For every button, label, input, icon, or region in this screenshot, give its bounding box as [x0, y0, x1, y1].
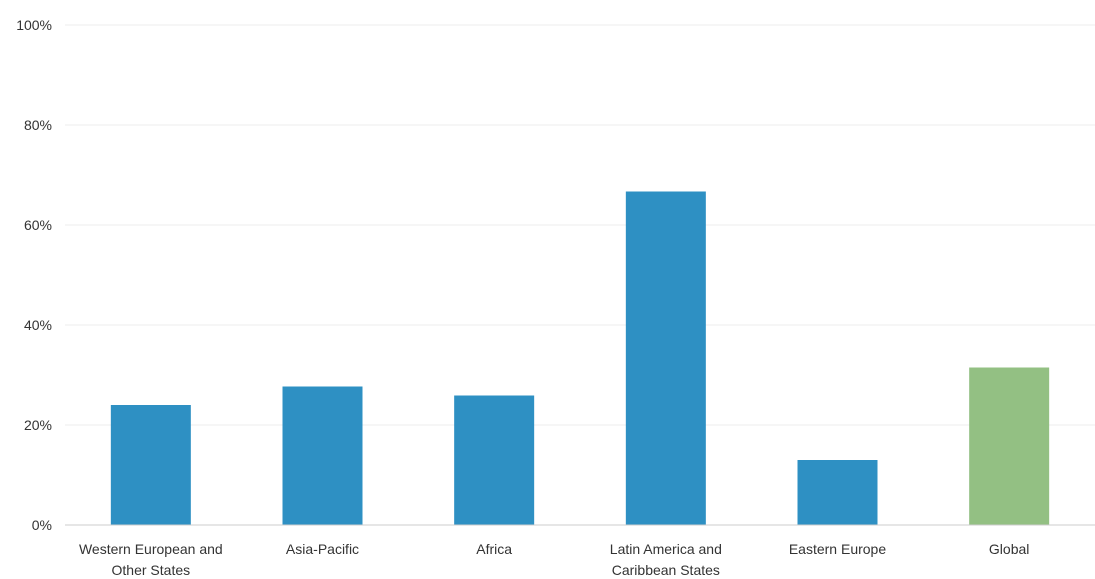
bar-layer	[110, 191, 1050, 525]
bar	[454, 395, 535, 525]
bar	[797, 460, 878, 525]
grid-layer	[65, 24, 1095, 426]
x-tick-label: Global	[989, 541, 1029, 557]
x-tick-label: Africa	[476, 541, 512, 557]
bar	[110, 405, 191, 525]
x-tick-label-line: Africa	[476, 541, 512, 557]
x-tick-label-line: Western European and	[79, 541, 223, 557]
x-tick-label: Eastern Europe	[789, 541, 886, 557]
x-tick-label-line: Other States	[112, 562, 191, 578]
y-tick-label: 20%	[24, 417, 52, 433]
y-tick-label: 80%	[24, 117, 52, 133]
label-layer: 0% 20% 40% 60% 80% 100% Western European and Ot…	[16, 17, 1029, 578]
y-tick-label: 100%	[16, 17, 52, 33]
x-tick-label-line: Global	[989, 541, 1029, 557]
bar	[969, 367, 1050, 525]
x-tick-label: Latin America and Caribbean States	[610, 541, 722, 578]
y-tick-label: 0%	[32, 517, 52, 533]
y-tick-label: 60%	[24, 217, 52, 233]
bar	[625, 191, 706, 525]
x-tick-label: Asia-Pacific	[286, 541, 359, 557]
x-tick-label: Western European and Other States	[79, 541, 223, 578]
x-tick-label-line: Asia-Pacific	[286, 541, 359, 557]
x-tick-label-line: Eastern Europe	[789, 541, 886, 557]
bar	[282, 386, 363, 525]
y-tick-label: 40%	[24, 317, 52, 333]
x-tick-label-line: Caribbean States	[612, 562, 720, 578]
x-tick-label-line: Latin America and	[610, 541, 722, 557]
